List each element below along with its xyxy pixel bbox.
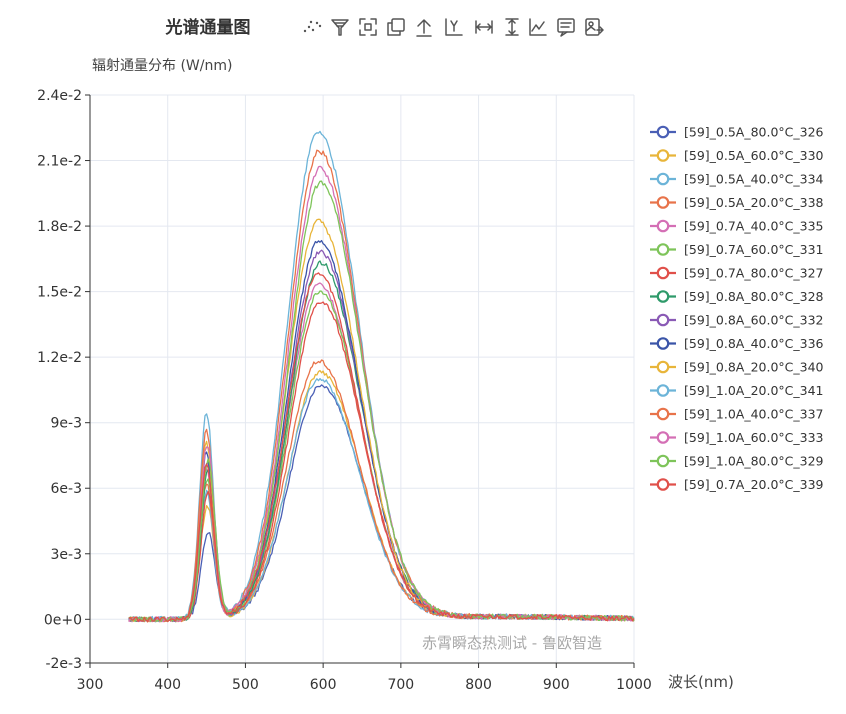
y-tick-label: 1.2e-2 [37, 350, 82, 366]
data-view-tool-icon[interactable] [554, 15, 578, 39]
legend-label: [59]_0.5A_40.0°C_334 [684, 172, 824, 187]
y-tick-label: 0e+0 [44, 612, 82, 628]
legend-item[interactable]: [59]_0.5A_20.0°C_338 [650, 195, 824, 210]
x-tick-label: 1000 [616, 677, 652, 693]
legend-marker [656, 196, 670, 209]
x-tick-label: 700 [387, 677, 414, 693]
legend-marker [656, 407, 670, 421]
legend-label: [59]_1.0A_40.0°C_337 [684, 407, 824, 422]
legend-marker [656, 149, 670, 162]
legend-label: [59]_0.5A_60.0°C_330 [684, 148, 824, 163]
legend-marker [656, 454, 670, 468]
filter-tool-icon[interactable] [328, 15, 352, 39]
legend: [59]_0.5A_80.0°C_326 [59]_0.5A_60.0°C_330… [650, 125, 824, 492]
legend-item[interactable]: [59]_0.7A_20.0°C_339 [650, 477, 824, 492]
legend-label: [59]_0.5A_80.0°C_326 [684, 125, 824, 140]
legend-label: [59]_0.7A_40.0°C_335 [684, 219, 824, 234]
y-tick-label: 2.4e-2 [37, 88, 82, 104]
series-line [128, 239, 635, 623]
y-axis-title: 辐射通量分布 (W/nm) [92, 58, 232, 74]
chart-title: 光谱通量图 [165, 17, 251, 38]
legend-marker [656, 290, 670, 303]
legend-item[interactable]: [59]_0.8A_40.0°C_336 [650, 336, 824, 351]
legend-marker [656, 360, 670, 374]
y-tick-label: 6e-3 [51, 481, 82, 497]
series-line [128, 272, 635, 623]
y-tick-label: 3e-3 [51, 547, 82, 563]
legend-label: [59]_0.8A_60.0°C_332 [684, 313, 824, 328]
y-tick-label: 9e-3 [51, 416, 82, 432]
legend-item[interactable]: [59]_0.7A_80.0°C_327 [650, 266, 824, 281]
series-line [128, 149, 635, 623]
legend-marker [656, 313, 670, 327]
legend-item[interactable]: [59]_0.8A_60.0°C_332 [650, 313, 824, 328]
y-tick-label: 1.8e-2 [37, 219, 82, 235]
toolbar [300, 15, 606, 39]
legend-label: [59]_0.8A_80.0°C_328 [684, 289, 824, 304]
legend-marker [656, 431, 670, 444]
legend-item[interactable]: [59]_0.5A_80.0°C_326 [650, 125, 824, 140]
series-line [128, 180, 635, 623]
legend-item[interactable]: [59]_1.0A_60.0°C_333 [650, 430, 824, 445]
y-tick-label: -2e-3 [45, 656, 82, 672]
legend-marker [656, 384, 670, 397]
legend-label: [59]_1.0A_80.0°C_329 [684, 454, 824, 469]
legend-label: [59]_1.0A_60.0°C_333 [684, 430, 824, 445]
legend-label: [59]_0.7A_80.0°C_327 [684, 266, 824, 281]
y-axis-tool-icon[interactable] [442, 15, 466, 39]
legend-marker [656, 337, 670, 350]
scatter-tool-icon[interactable] [300, 15, 324, 39]
legend-item[interactable]: [59]_1.0A_40.0°C_337 [650, 407, 824, 422]
legend-marker [656, 219, 670, 233]
x-tick-label: 900 [543, 677, 570, 693]
legend-label: [59]_1.0A_20.0°C_341 [684, 383, 824, 398]
legend-label: [59]_0.7A_20.0°C_339 [684, 477, 824, 492]
legend-marker [656, 266, 670, 280]
save-image-tool-icon[interactable] [582, 15, 606, 39]
legend-label: [59]_0.8A_20.0°C_340 [684, 360, 824, 375]
grid [89, 94, 635, 664]
legend-label: [59]_0.8A_40.0°C_336 [684, 336, 824, 351]
legend-item[interactable]: [59]_1.0A_80.0°C_329 [650, 454, 824, 469]
axes: -2e-3 0e+0 3e-3 6e-3 9e-3 1.2e-2 1.5e-2 1.8e-2 2… [37, 88, 652, 693]
y-tick-label: 1.5e-2 [37, 285, 82, 301]
series-line [128, 130, 635, 623]
legend-item[interactable]: [59]_0.7A_40.0°C_335 [650, 219, 824, 234]
y-tick-label: 2.1e-2 [37, 154, 82, 170]
line-chart-tool-icon[interactable] [526, 15, 550, 39]
legend-marker [656, 478, 670, 491]
legend-item[interactable]: [59]_1.0A_20.0°C_341 [650, 383, 824, 398]
upload-tool-icon[interactable] [412, 15, 436, 39]
copy-tool-icon[interactable] [384, 15, 408, 39]
y-range-tool-icon[interactable] [500, 15, 524, 39]
watermark: 赤霄瞬态热测试 - 鲁欧智造 [422, 634, 602, 652]
x-range-tool-icon[interactable] [472, 15, 496, 39]
x-tick-label: 800 [465, 677, 492, 693]
legend-item[interactable]: [59]_0.8A_80.0°C_328 [650, 289, 824, 304]
series-group [128, 130, 635, 623]
legend-marker [656, 125, 670, 139]
legend-item[interactable]: [59]_0.8A_20.0°C_340 [650, 360, 824, 375]
x-axis-title: 波长(nm) [668, 673, 734, 691]
legend-label: [59]_0.7A_60.0°C_331 [684, 242, 824, 257]
x-tick-label: 300 [77, 677, 104, 693]
x-tick-label: 400 [154, 677, 181, 693]
legend-item[interactable]: [59]_0.5A_60.0°C_330 [650, 148, 824, 163]
legend-label: [59]_0.5A_20.0°C_338 [684, 195, 824, 210]
legend-marker [656, 243, 670, 256]
legend-marker [656, 172, 670, 186]
legend-item[interactable]: [59]_0.7A_60.0°C_331 [650, 242, 824, 257]
legend-item[interactable]: [59]_0.5A_40.0°C_334 [650, 172, 824, 187]
zoom-tool-icon[interactable] [356, 15, 380, 39]
x-tick-label: 500 [232, 677, 259, 693]
x-tick-label: 600 [310, 677, 337, 693]
